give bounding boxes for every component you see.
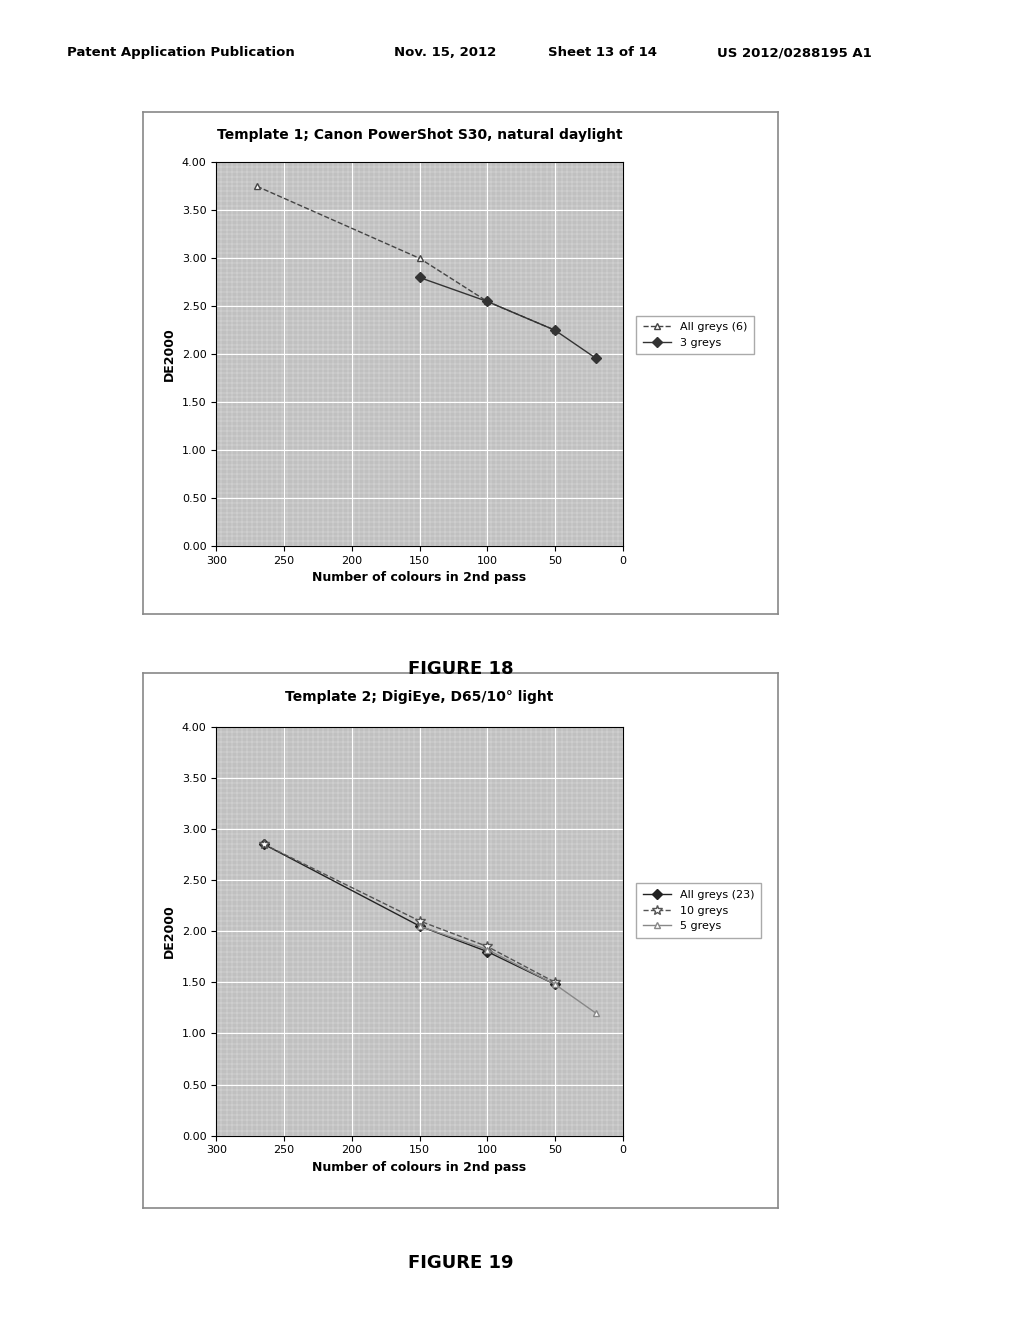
- Text: Nov. 15, 2012: Nov. 15, 2012: [394, 46, 497, 59]
- 3 greys: [590, 350, 602, 366]
- Line: All greys (6): All greys (6): [254, 183, 558, 334]
- 10 greys: [258, 837, 270, 853]
- All greys (6): [251, 178, 263, 194]
- All greys (23): [549, 977, 561, 993]
- 5 greys: [549, 977, 561, 993]
- 5 greys: [590, 1005, 602, 1020]
- Y-axis label: DE2000: DE2000: [164, 327, 176, 381]
- Legend: All greys (6), 3 greys: All greys (6), 3 greys: [636, 315, 754, 355]
- X-axis label: Number of colours in 2nd pass: Number of colours in 2nd pass: [312, 1160, 526, 1173]
- 5 greys: [481, 941, 494, 957]
- All greys (23): [481, 944, 494, 960]
- Text: FIGURE 19: FIGURE 19: [408, 1254, 514, 1272]
- Text: US 2012/0288195 A1: US 2012/0288195 A1: [717, 46, 871, 59]
- 10 greys: [414, 913, 426, 929]
- 10 greys: [481, 939, 494, 954]
- Line: 10 greys: 10 greys: [259, 840, 560, 987]
- Text: Template 1; Canon PowerShot S30, natural daylight: Template 1; Canon PowerShot S30, natural…: [217, 128, 623, 141]
- Line: 3 greys: 3 greys: [416, 275, 599, 362]
- All greys (6): [481, 293, 494, 309]
- 10 greys: [549, 974, 561, 990]
- Text: FIGURE 18: FIGURE 18: [408, 660, 514, 678]
- Text: Patent Application Publication: Patent Application Publication: [67, 46, 294, 59]
- 5 greys: [414, 919, 426, 935]
- All greys (23): [258, 837, 270, 853]
- All greys (23): [414, 919, 426, 935]
- 3 greys: [414, 269, 426, 285]
- 3 greys: [481, 293, 494, 309]
- Line: 5 greys: 5 greys: [416, 923, 599, 1016]
- Text: Template 2; DigiEye, D65/10° light: Template 2; DigiEye, D65/10° light: [286, 690, 554, 705]
- Legend: All greys (23), 10 greys, 5 greys: All greys (23), 10 greys, 5 greys: [636, 883, 761, 939]
- X-axis label: Number of colours in 2nd pass: Number of colours in 2nd pass: [312, 572, 526, 585]
- All greys (6): [549, 322, 561, 338]
- Text: Sheet 13 of 14: Sheet 13 of 14: [548, 46, 656, 59]
- All greys (6): [414, 251, 426, 267]
- 3 greys: [549, 322, 561, 338]
- Y-axis label: DE2000: DE2000: [164, 904, 176, 958]
- Line: All greys (23): All greys (23): [260, 841, 558, 987]
